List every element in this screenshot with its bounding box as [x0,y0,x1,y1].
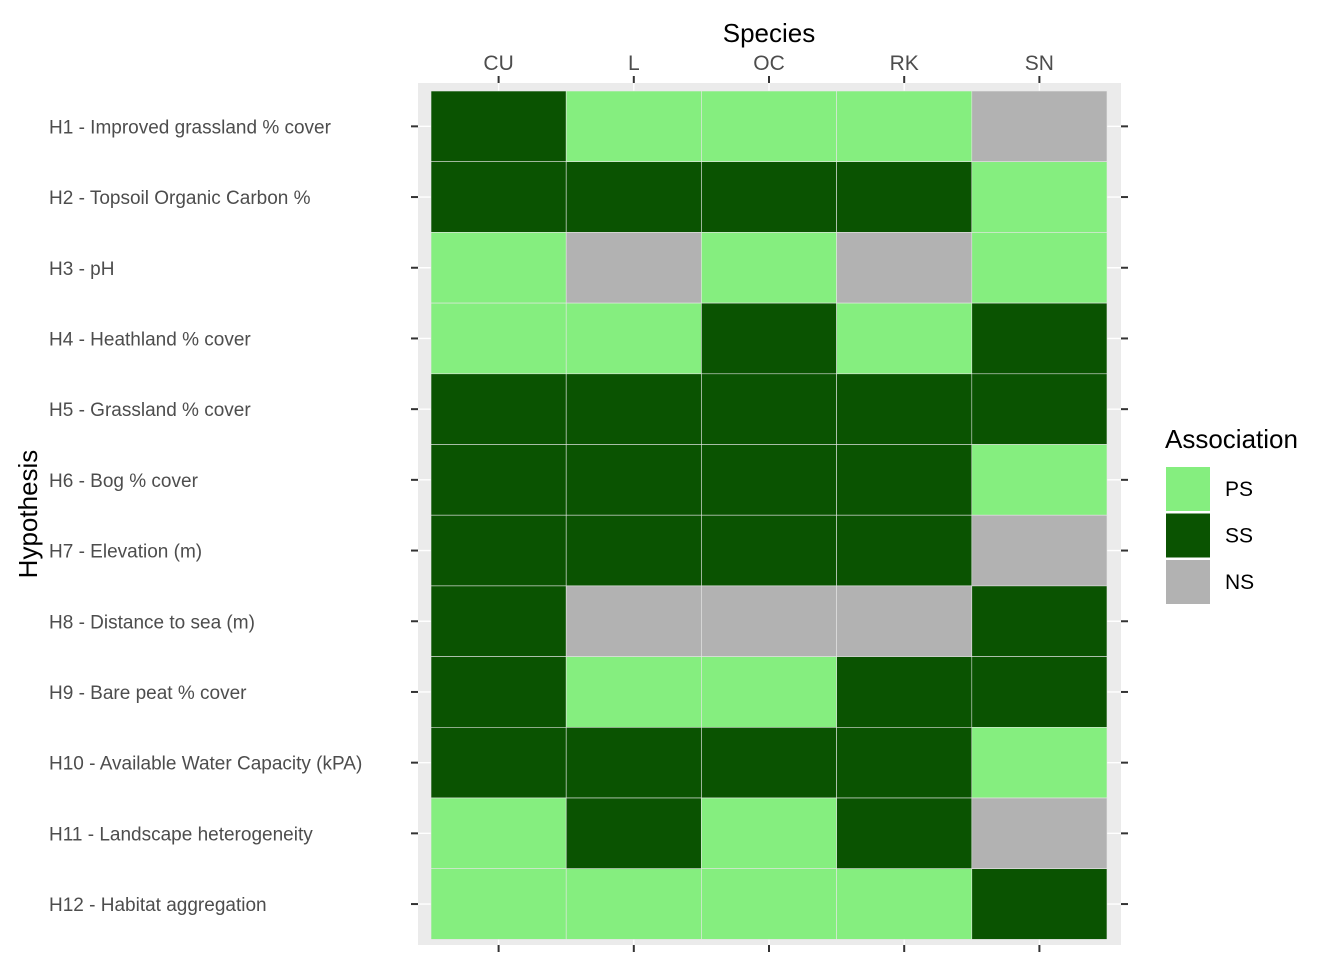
heatmap-cells [430,90,1108,940]
heatmap-cell [701,868,837,940]
heatmap-cell [971,161,1108,233]
heatmap-cell [836,514,973,587]
heatmap-cell [971,797,1108,869]
heatmap-cell [565,161,702,233]
heatmap-cell [971,90,1108,162]
x-tick-label: CU [483,52,513,75]
heatmap-cell [836,90,973,162]
y-tick-label: H7 - Elevation (m) [49,542,202,563]
heatmap-cell [701,514,837,587]
heatmap-cell [565,656,702,728]
heatmap-cell [971,726,1108,799]
legend-title: Association [1165,424,1298,454]
heatmap-cell [971,444,1108,516]
heatmap-cell [701,656,837,728]
heatmap-cell [971,868,1108,940]
heatmap-cell [565,797,702,869]
heatmap-cell [836,726,973,799]
heatmap-cell [565,232,702,304]
heatmap-cell [430,373,567,445]
heatmap-cell [565,514,702,587]
heatmap-cell [430,232,567,304]
heatmap-cell [701,90,837,162]
heatmap-cell [971,514,1108,587]
heatmap-cell [701,726,837,799]
legend-label: SS [1225,525,1253,548]
heatmap-cell [430,585,567,657]
y-tick-label: H10 - Available Water Capacity (kPA) [49,754,362,775]
y-tick-label: H6 - Bog % cover [49,471,199,492]
heatmap-cell [836,302,973,375]
heatmap-cell [971,302,1108,375]
heatmap-cell [430,444,567,516]
heatmap-cell [430,90,567,162]
y-tick-label: H12 - Habitat aggregation [49,895,267,916]
y-axis-title: Hypothesis [13,450,43,579]
heatmap-cell [836,161,973,233]
x-tick-label: L [628,52,640,75]
heatmap-cell [701,373,837,445]
y-axis-ticks: H1 - Improved grassland % cover H2 - Tops… [49,117,1128,916]
heatmap-cell [430,868,567,940]
heatmap-cell [836,232,973,304]
x-tick-label: RK [890,52,919,75]
heatmap-cell [430,726,567,799]
heatmap-cell [971,232,1108,304]
legend-key [1166,513,1210,558]
y-tick-label: H3 - pH [49,259,114,280]
heatmap-cell [836,585,973,657]
y-tick-label: H5 - Grassland % cover [49,400,251,421]
heatmap-cell [701,444,837,516]
legend-key [1166,560,1210,604]
heatmap-cell [701,585,837,657]
x-axis-title: Species [723,18,816,48]
heatmap-cell [565,726,702,799]
y-tick-label: H11 - Landscape heterogeneity [49,824,313,845]
heatmap-cell [701,797,837,869]
heatmap-cell [836,656,973,728]
x-axis-ticks: CU L OC RK SN [483,52,1054,952]
legend-key [1166,467,1210,511]
heatmap-cell [836,373,973,445]
legend-label: PS [1225,478,1253,501]
heatmap-cell [430,656,567,728]
heatmap-cell [836,868,973,940]
heatmap-cell [836,444,973,516]
y-tick-label: H8 - Distance to sea (m) [49,612,255,633]
heatmap-cell [430,797,567,869]
heatmap-cell [971,585,1108,657]
y-tick-label: H2 - Topsoil Organic Carbon % [49,188,311,209]
legend: Association PS SS NS [1165,424,1298,604]
heatmap-cell [430,161,567,233]
y-tick-label: H9 - Bare peat % cover [49,683,247,704]
y-tick-label: H1 - Improved grassland % cover [49,117,332,138]
heatmap-cell [430,514,567,587]
heatmap-cell [971,373,1108,445]
heatmap-cell [565,868,702,940]
heatmap-cell [565,90,702,162]
heatmap-cell [565,302,702,375]
heatmap-cell [701,232,837,304]
heatmap-cell [836,797,973,869]
heatmap-cell [701,302,837,375]
y-tick-label: H4 - Heathland % cover [49,329,251,350]
x-tick-label: OC [753,52,785,75]
x-tick-label: SN [1025,52,1054,75]
heatmap-cell [971,656,1108,728]
heatmap-cell [430,302,567,375]
heatmap-cell [701,161,837,233]
heatmap-cell [565,444,702,516]
heatmap-cell [565,585,702,657]
legend-label: NS [1225,571,1254,594]
heatmap-cell [565,373,702,445]
